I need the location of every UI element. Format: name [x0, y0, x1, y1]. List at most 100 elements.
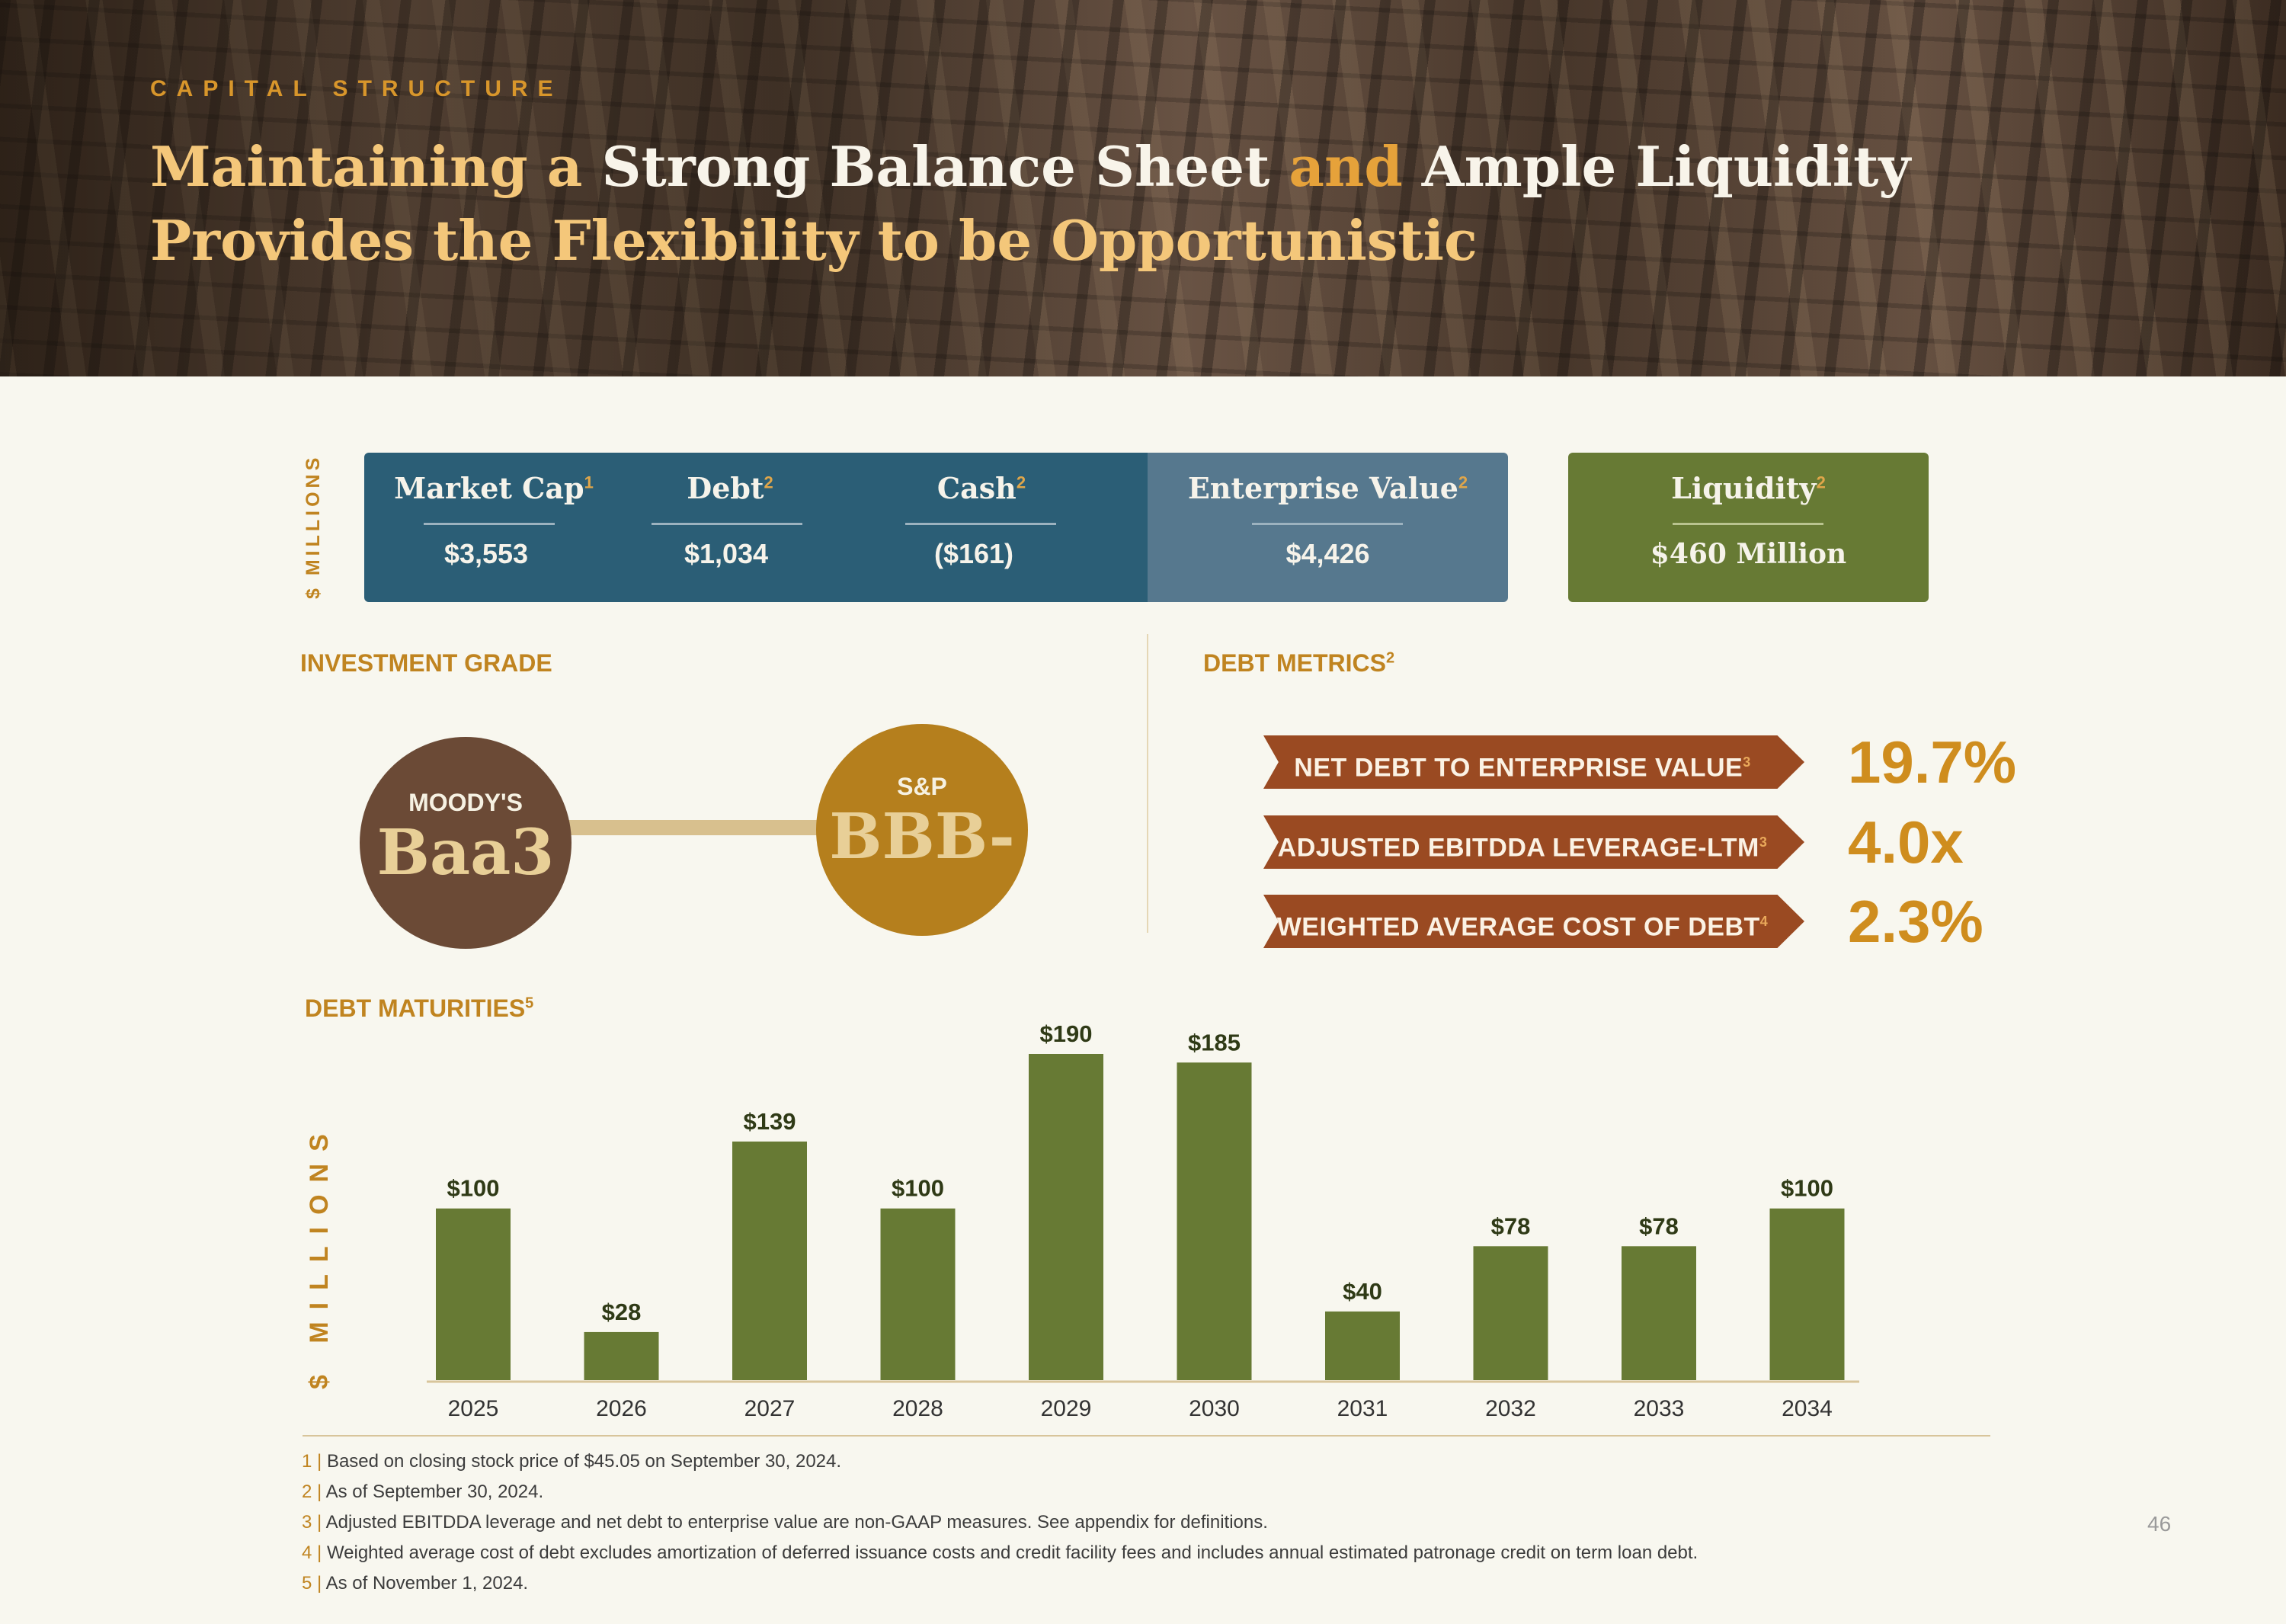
- bar-2029: [1029, 1054, 1103, 1380]
- footnote-number: 3: [302, 1512, 312, 1533]
- metric-underline: [1673, 523, 1823, 525]
- footnote-number: 5: [302, 1573, 312, 1594]
- x-tick-2034: 2034: [1782, 1396, 1833, 1421]
- metric-underline: [652, 523, 802, 525]
- x-tick-2031: 2031: [1337, 1396, 1388, 1421]
- page-number: 46: [2147, 1512, 2172, 1536]
- x-tick-2032: 2032: [1485, 1396, 1536, 1421]
- footnotes: 1 | Based on closing stock price of $45.…: [302, 1446, 1698, 1599]
- x-tick-2030: 2030: [1189, 1396, 1240, 1421]
- agency-name: S&P: [897, 773, 947, 800]
- footnote-text: As of November 1, 2024.: [325, 1573, 529, 1594]
- x-tick-2026: 2026: [596, 1396, 647, 1421]
- footnote-ref: 2: [764, 472, 773, 492]
- debt-metric-value: 2.3%: [1848, 888, 1983, 955]
- x-tick-2028: 2028: [892, 1396, 943, 1421]
- liquidity-panel: Liquidity2 $460 Million: [1568, 453, 1929, 602]
- metric-label: Market Cap: [394, 471, 584, 505]
- rating-value: Baa3: [376, 816, 555, 889]
- title-line-2: Provides the Flexibility to be Opportuni…: [150, 208, 1478, 273]
- footnote-ref: 2: [1816, 472, 1826, 492]
- sp-rating-badge: S&P BBB-: [816, 724, 1028, 936]
- title-part-3: and: [1289, 134, 1422, 199]
- footnote-ref: 1: [584, 472, 594, 492]
- footnote-text: As of September 30, 2024.: [325, 1481, 544, 1502]
- bar-2028: [880, 1208, 956, 1380]
- metric-label: Enterprise Value: [1187, 471, 1458, 505]
- data-label-2028: $100: [892, 1175, 944, 1202]
- debt-maturities-title: DEBT MATURITIES5: [305, 995, 533, 1023]
- footnote-rule: [303, 1435, 1990, 1437]
- bar-2026: [584, 1331, 659, 1380]
- metric-liquidity: Liquidity2 $460 Million: [1568, 453, 1929, 602]
- bar-2025: [436, 1208, 511, 1380]
- investment-grade-title: INVESTMENT GRADE: [300, 649, 552, 677]
- metric-value: ($161): [933, 538, 1014, 569]
- rating-value: BBB-: [829, 800, 1015, 873]
- footnote-number: 4: [302, 1542, 312, 1563]
- data-label-2030: $185: [1188, 1029, 1241, 1055]
- debt-metric-value: 19.7%: [1848, 729, 2017, 796]
- debt-metric-value: 4.0x: [1848, 809, 1964, 876]
- debt-metric-label: NET DEBT TO ENTERPRISE VALUE: [1294, 753, 1743, 783]
- debt-metric-ribbon: WEIGHTED AVERAGE COST OF DEBT4: [1263, 895, 1804, 948]
- footnote-ref: 2: [1458, 472, 1468, 492]
- footnote-number: 2: [302, 1481, 312, 1502]
- footnote-ref: 3: [1759, 834, 1768, 850]
- footnote-ref: 2: [1016, 472, 1026, 492]
- metric-value: $3,553: [443, 538, 529, 569]
- metric-label: Debt: [687, 471, 764, 505]
- section-kicker: CAPITAL STRUCTURE: [150, 76, 563, 101]
- metric-value: $4,426: [1285, 538, 1370, 569]
- agency-name: MOODY'S: [408, 789, 523, 816]
- bar-2027: [732, 1141, 807, 1380]
- moodys-rating-badge: MOODY'S Baa3: [360, 737, 572, 949]
- enterprise-value-panel: Enterprise Value2 $4,426: [1148, 453, 1508, 602]
- metric-value: $460 Million: [1650, 538, 1847, 570]
- debt-metric-ribbon: NET DEBT TO ENTERPRISE VALUE3: [1263, 735, 1804, 789]
- data-label-2027: $139: [744, 1108, 796, 1135]
- metric-label: Liquidity: [1671, 471, 1817, 505]
- header-overlay: [0, 0, 2286, 376]
- section-divider: [1147, 634, 1148, 933]
- footnote: 3 | Adjusted EBITDDA leverage and net de…: [302, 1512, 1268, 1533]
- debt-metrics-title-text: DEBT METRICS: [1203, 649, 1386, 677]
- footnote-ref: 4: [1759, 914, 1769, 929]
- bar-2034: [1769, 1208, 1845, 1380]
- metric-underline: [905, 523, 1056, 525]
- footnote-ref: 5: [525, 995, 534, 1012]
- debt-metric-label: ADJUSTED EBITDDA LEVERAGE-LTM: [1277, 833, 1759, 863]
- page-title: Maintaining a Strong Balance Sheet and A…: [150, 130, 1910, 277]
- footnote-text: Based on closing stock price of $45.05 o…: [326, 1451, 842, 1472]
- data-label-2034: $100: [1781, 1175, 1833, 1202]
- footnote-number: 1: [302, 1451, 312, 1472]
- data-label-2032: $78: [1491, 1212, 1531, 1239]
- footnote: 1 | Based on closing stock price of $45.…: [302, 1451, 842, 1472]
- title-part-4: Ample Liquidity: [1421, 134, 1911, 199]
- bar-2030: [1177, 1062, 1252, 1380]
- data-label-2031: $40: [1343, 1278, 1382, 1305]
- ratings-connector: [564, 820, 823, 835]
- metric-label: Cash: [936, 471, 1017, 505]
- debt-maturities-title-text: DEBT MATURITIES: [305, 995, 526, 1022]
- x-tick-2029: 2029: [1041, 1396, 1092, 1421]
- metric-enterprise-value: Enterprise Value2 $4,426: [1148, 453, 1508, 602]
- data-label-2029: $190: [1040, 1020, 1093, 1047]
- footnote: 4 | Weighted average cost of debt exclud…: [302, 1542, 1698, 1563]
- data-label-2025: $100: [447, 1175, 500, 1202]
- header-bark-background: [0, 0, 2286, 376]
- footnote-ref: 2: [1386, 649, 1395, 667]
- metric-debt: Debt2 $1,034: [635, 453, 825, 602]
- footnote-ref: 3: [1743, 754, 1751, 770]
- footnote-text: Adjusted EBITDDA leverage and net debt t…: [325, 1512, 1268, 1533]
- title-part-1: Maintaining a: [150, 134, 602, 199]
- capital-metrics-panel: Market Cap1 $3,553 Debt2 $1,034 Cash2 ($…: [364, 453, 1148, 602]
- x-tick-2025: 2025: [448, 1396, 499, 1421]
- bar-2031: [1325, 1311, 1400, 1380]
- footnote-text: Weighted average cost of debt excludes a…: [326, 1542, 1698, 1563]
- metric-underline: [1252, 523, 1403, 525]
- metric-cash: Cash2 ($161): [890, 453, 1073, 602]
- bar-2032: [1473, 1246, 1548, 1380]
- data-label-2026: $28: [602, 1299, 642, 1325]
